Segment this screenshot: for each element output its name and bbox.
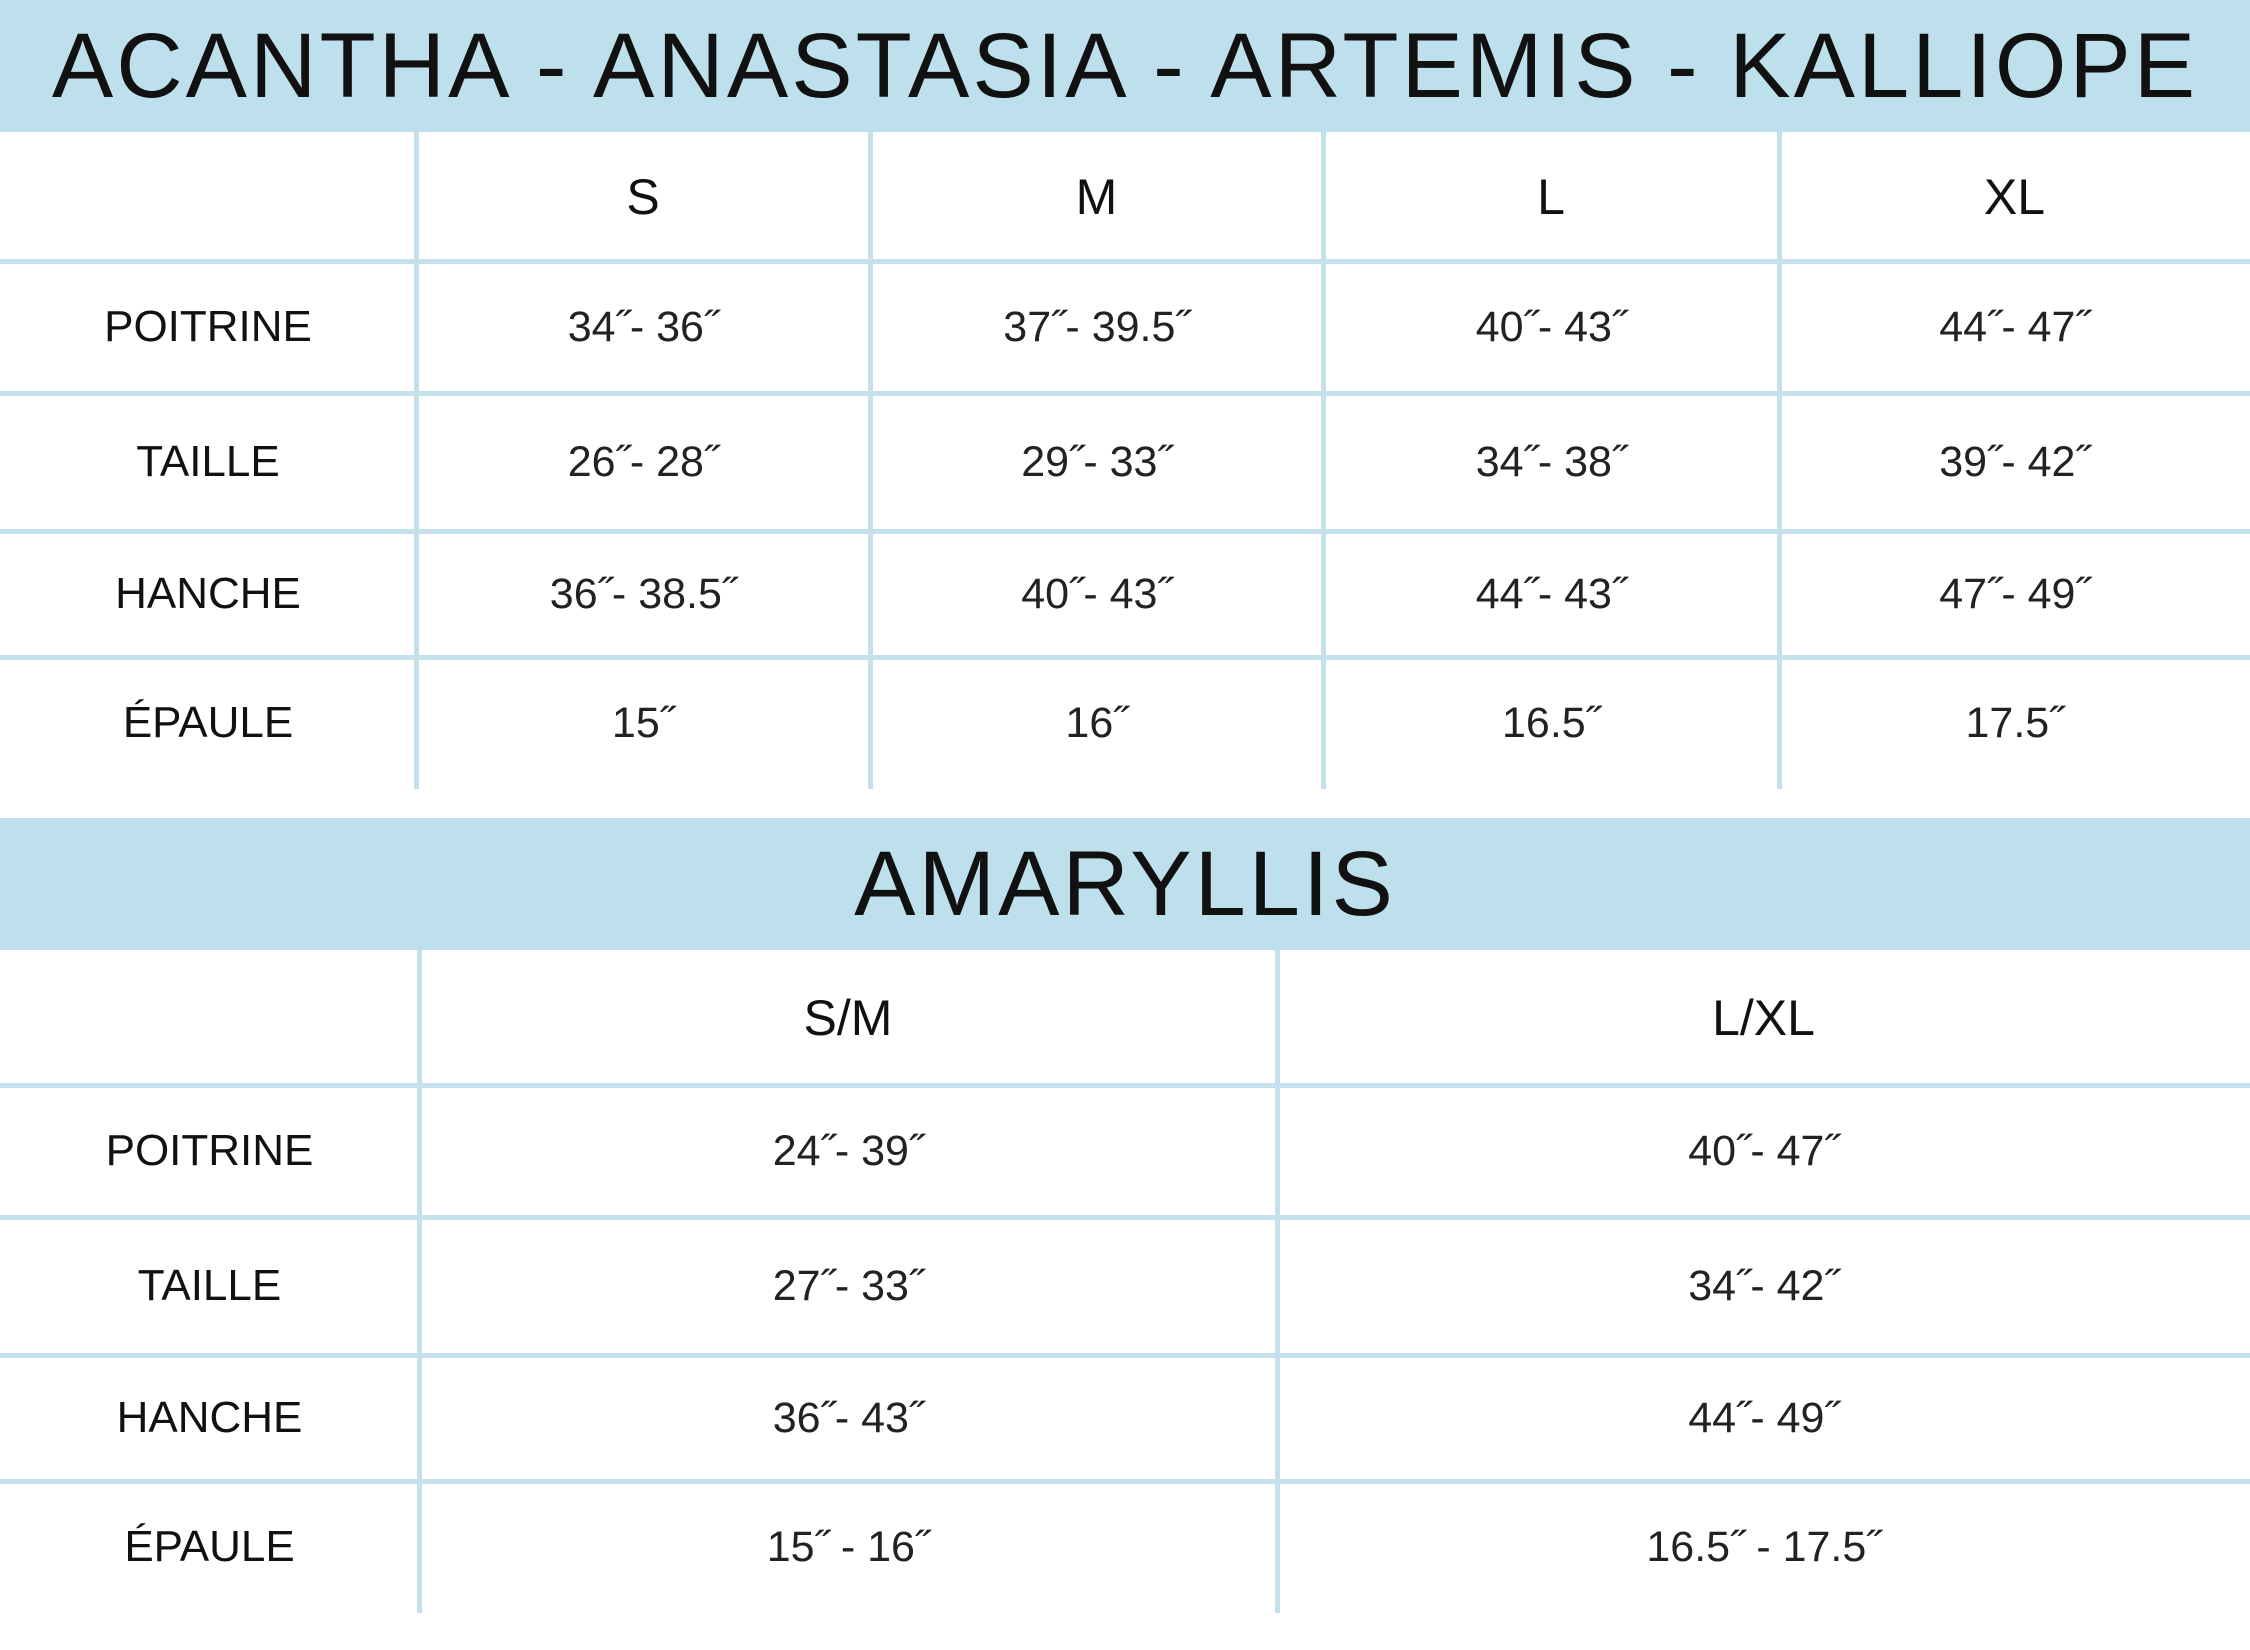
measurement: 17.5˝: [1965, 698, 2064, 747]
measurement: 37˝- 39.5˝: [1003, 302, 1190, 351]
measurement: 34˝- 38˝: [1475, 437, 1627, 486]
measurement: 40˝- 43˝: [1021, 569, 1172, 618]
column-header: S: [626, 168, 660, 225]
measurement: 16.5˝ - 17.5˝: [1646, 1522, 1881, 1571]
measurement: 15˝: [611, 698, 675, 747]
measurement: 16.5˝: [1501, 698, 1600, 747]
row-divider: [0, 1479, 2250, 1484]
measurement: 44˝- 49˝: [1688, 1393, 1839, 1442]
column-header: XL: [1983, 168, 2046, 225]
measurement: 27˝- 33˝: [772, 1261, 924, 1310]
column-header: M: [1075, 168, 1118, 225]
row-divider: [0, 1083, 2250, 1088]
row-label: TAILLE: [136, 437, 280, 486]
column-header: L/XL: [1712, 989, 1815, 1046]
row-label: ÉPAULE: [124, 1522, 295, 1571]
row-divider: [0, 391, 2250, 396]
row-label: POITRINE: [104, 302, 312, 351]
measurement: 39˝- 42˝: [1939, 437, 2090, 486]
measurement: 24˝- 39˝: [772, 1126, 924, 1175]
measurement: 44˝- 47˝: [1939, 302, 2090, 351]
row-label: HANCHE: [115, 569, 301, 618]
column-divider: [1321, 132, 1326, 789]
column-header: S/M: [803, 989, 893, 1046]
row-label: ÉPAULE: [122, 698, 294, 747]
column-divider: [1777, 132, 1782, 789]
measurement: 40˝- 43˝: [1475, 302, 1627, 351]
column-header: L: [1537, 168, 1565, 225]
row-divider: [0, 259, 2250, 264]
row-divider: [0, 529, 2250, 534]
measurement: 34˝- 42˝: [1688, 1261, 1839, 1310]
measurement: 15˝ - 16˝: [766, 1522, 930, 1571]
row-divider: [0, 1215, 2250, 1220]
column-divider: [414, 132, 419, 789]
column-divider: [1275, 950, 1280, 1613]
row-label: TAILLE: [137, 1261, 282, 1310]
measurement: 36˝- 38.5˝: [549, 569, 737, 618]
table-title: AMARYLLIS: [0, 818, 2250, 950]
column-divider: [868, 132, 873, 789]
row-divider: [0, 655, 2250, 660]
row-label: POITRINE: [105, 1126, 314, 1175]
row-divider: [0, 1353, 2250, 1358]
measurement: 16˝: [1065, 698, 1128, 747]
row-label: HANCHE: [116, 1393, 303, 1442]
table-title: ACANTHA - ANASTASIA - ARTEMIS - KALLIOPE: [0, 0, 2250, 132]
measurement: 29˝- 33˝: [1021, 437, 1172, 486]
measurement: 44˝- 43˝: [1475, 569, 1627, 618]
measurement: 26˝- 28˝: [567, 437, 719, 486]
column-divider: [417, 950, 422, 1613]
measurement: 40˝- 47˝: [1688, 1126, 1839, 1175]
measurement: 47˝- 49˝: [1939, 569, 2090, 618]
measurement: 34˝- 36˝: [567, 302, 719, 351]
measurement: 36˝- 43˝: [772, 1393, 924, 1442]
